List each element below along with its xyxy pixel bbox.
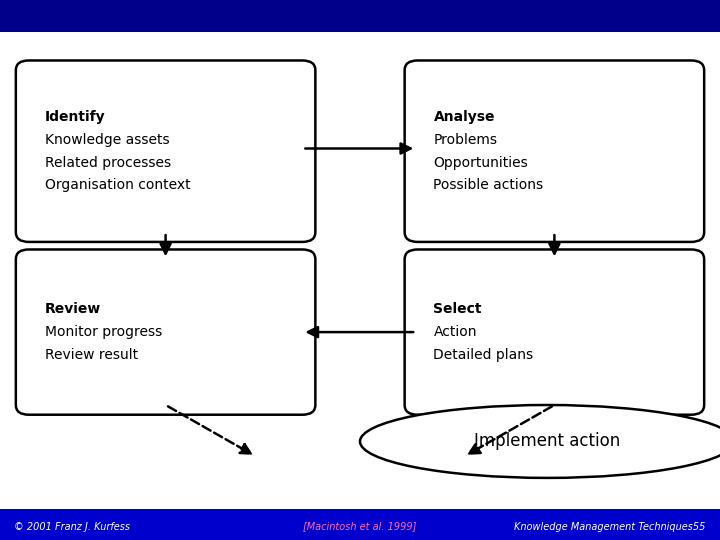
Text: Problems: Problems bbox=[433, 133, 498, 147]
Text: Review: Review bbox=[45, 302, 101, 316]
FancyArrowPatch shape bbox=[168, 407, 251, 454]
Text: Organisation context: Organisation context bbox=[45, 178, 190, 192]
FancyBboxPatch shape bbox=[405, 249, 704, 415]
Bar bbox=[0, 509, 720, 540]
Text: Related processes: Related processes bbox=[45, 156, 171, 170]
Text: Possible actions: Possible actions bbox=[433, 178, 544, 192]
FancyBboxPatch shape bbox=[16, 249, 315, 415]
Text: [Macintosh et al. 1999]: [Macintosh et al. 1999] bbox=[303, 522, 417, 531]
Bar bbox=[0, 0, 720, 32]
Text: Detailed plans: Detailed plans bbox=[433, 348, 534, 362]
Ellipse shape bbox=[360, 405, 720, 478]
Text: Identify: Identify bbox=[45, 110, 105, 124]
FancyBboxPatch shape bbox=[16, 60, 315, 242]
Text: Monitor progress: Monitor progress bbox=[45, 325, 162, 339]
Text: Knowledge assets: Knowledge assets bbox=[45, 133, 169, 147]
Text: Opportunities: Opportunities bbox=[433, 156, 528, 170]
Text: Knowledge Management Techniques55: Knowledge Management Techniques55 bbox=[514, 522, 706, 531]
Text: Action: Action bbox=[433, 325, 477, 339]
FancyArrowPatch shape bbox=[469, 407, 552, 454]
Text: Implement action: Implement action bbox=[474, 433, 621, 450]
Text: Analyse: Analyse bbox=[433, 110, 495, 124]
FancyBboxPatch shape bbox=[405, 60, 704, 242]
Text: Select: Select bbox=[433, 302, 482, 316]
Text: © 2001 Franz J. Kurfess: © 2001 Franz J. Kurfess bbox=[14, 522, 130, 531]
Text: Review result: Review result bbox=[45, 348, 138, 362]
